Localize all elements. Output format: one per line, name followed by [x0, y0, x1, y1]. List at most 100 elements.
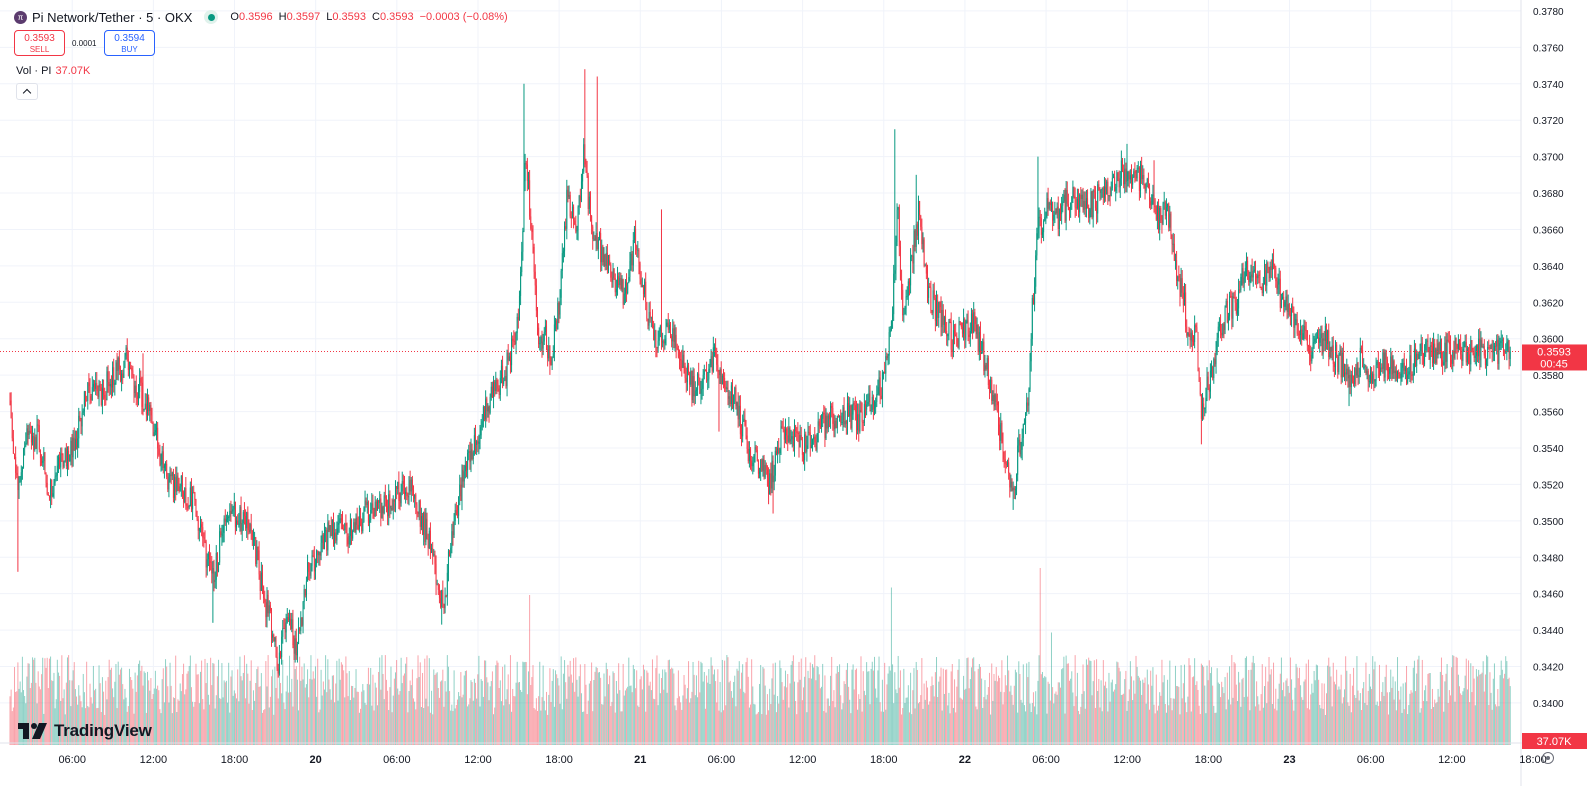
volume-bar	[1128, 689, 1130, 745]
volume-bar	[848, 686, 850, 745]
volume-bar	[1356, 656, 1358, 745]
candle-body	[20, 472, 22, 482]
candle-body	[518, 295, 520, 321]
candle-body	[991, 379, 993, 402]
volume-bar	[647, 672, 649, 745]
volume-bar	[153, 688, 155, 745]
candle-body	[321, 534, 323, 543]
volume-bar	[1474, 705, 1476, 745]
candle-body	[438, 589, 440, 599]
volume-bar	[497, 662, 499, 745]
volume-bar	[904, 702, 906, 745]
candle-body	[1108, 195, 1110, 197]
volume-bar	[369, 684, 371, 745]
candle-body	[163, 465, 165, 469]
volume-legend[interactable]: Vol · PI 37.07K	[16, 65, 90, 77]
price-axis-background[interactable]	[1521, 0, 1587, 743]
volume-bar	[577, 696, 579, 745]
volume-bar	[1142, 679, 1144, 745]
candle-body	[1138, 167, 1140, 191]
volume-bar	[1187, 696, 1189, 745]
candle-body	[1262, 283, 1264, 294]
volume-bar	[583, 711, 585, 745]
volume-bar	[1463, 688, 1465, 745]
market-open-dot-icon[interactable]	[204, 10, 219, 24]
candle-body	[1007, 462, 1009, 465]
volume-bar	[1291, 679, 1293, 745]
candle-body	[1495, 345, 1497, 347]
candle-body	[110, 384, 112, 388]
candle-body	[881, 372, 883, 399]
volume-bar	[640, 676, 642, 745]
volume-bar	[1242, 677, 1244, 745]
volume-bar	[555, 670, 557, 745]
volume-bar	[1391, 687, 1393, 745]
candle-body	[76, 438, 78, 448]
candle-body	[598, 233, 600, 240]
candle-body	[1188, 332, 1190, 335]
volume-bar	[117, 661, 119, 745]
candle-body	[1137, 167, 1139, 169]
volume-bar	[493, 714, 495, 745]
volume-bar	[158, 690, 160, 745]
volume-bar	[486, 677, 488, 745]
candle-body	[302, 601, 304, 626]
sell-button[interactable]: 0.3593 SELL	[14, 30, 65, 56]
candle-body	[487, 406, 489, 412]
candle-body	[825, 415, 827, 439]
volume-bar	[956, 686, 958, 745]
volume-bar	[746, 657, 748, 745]
candle-body	[1324, 325, 1326, 341]
candle-body	[405, 491, 407, 495]
candle-body	[559, 297, 561, 315]
volume-bar	[1276, 710, 1278, 745]
candle-body	[74, 438, 76, 451]
candle-body	[37, 424, 39, 426]
candle-body	[579, 195, 581, 201]
volume-bar	[562, 673, 564, 745]
price-change: −0.0003 (−0.08%)	[419, 11, 508, 23]
candle-body	[1029, 361, 1031, 390]
candle-body	[1369, 372, 1371, 382]
candle-body	[1406, 367, 1408, 383]
candle-body	[915, 224, 917, 247]
volume-bar	[670, 669, 672, 745]
volume-bar	[1417, 659, 1419, 745]
candle-body	[725, 386, 727, 390]
candle-body	[1145, 182, 1147, 192]
volume-bar	[857, 709, 859, 745]
volume-bar	[363, 690, 365, 745]
candle-body	[885, 356, 887, 374]
candle-body	[948, 321, 950, 335]
symbol-title[interactable]: Pi Network/Tether · 5 · OKX	[32, 9, 193, 25]
volume-bar	[1424, 690, 1426, 745]
candle-body	[520, 272, 522, 296]
volume-bar	[582, 711, 584, 745]
volume-bar	[571, 682, 573, 745]
candle-body	[161, 451, 163, 465]
volume-bar	[116, 708, 118, 745]
candle-body	[60, 453, 62, 468]
volume-bar	[460, 672, 462, 745]
candle-body	[158, 448, 160, 455]
tradingview-logo[interactable]: TradingView	[18, 721, 152, 741]
candle-body	[654, 330, 656, 341]
volume-bar	[287, 692, 289, 745]
volume-bar	[1490, 692, 1492, 745]
volume-bar	[1059, 687, 1061, 745]
candle-body	[851, 414, 853, 428]
chevron-up-icon[interactable]	[16, 83, 38, 100]
buy-button[interactable]: 0.3594 BUY	[104, 30, 155, 56]
volume-bar	[472, 700, 474, 745]
volume-bar	[1236, 700, 1238, 745]
volume-bar	[759, 683, 761, 745]
candle-body	[295, 638, 297, 656]
pi-network-icon[interactable]: π	[14, 10, 27, 24]
candle-body	[1305, 329, 1307, 331]
volume-bar	[419, 662, 421, 745]
gear-icon[interactable]	[1542, 752, 1554, 764]
candle-body	[469, 451, 471, 463]
volume-bar	[598, 672, 600, 745]
volume-bar	[400, 657, 402, 745]
